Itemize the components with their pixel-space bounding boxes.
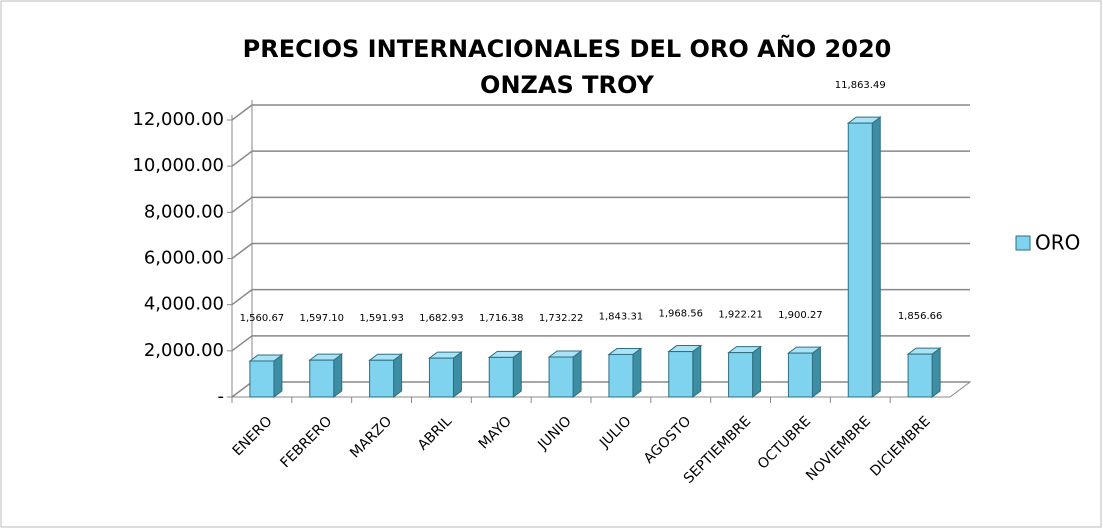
legend-label: ORO [1035, 231, 1080, 255]
bar [847, 122, 873, 398]
y-tick-label: 8,000.00 [144, 201, 224, 222]
y-tick-label: 10,000.00 [132, 155, 224, 176]
grid-line [231, 196, 970, 213]
grid-line [231, 288, 970, 306]
bar [728, 352, 754, 398]
bar [369, 359, 395, 398]
bar [787, 352, 813, 398]
bar-side [692, 344, 702, 398]
value-label: 1,968.56 [658, 309, 703, 320]
value-label: 1,732.22 [539, 313, 584, 324]
bar [907, 353, 933, 398]
bar [488, 356, 514, 398]
bar-side [393, 353, 403, 398]
value-label: 1,716.38 [479, 313, 524, 324]
grid-line [231, 104, 970, 121]
y-tick-label: 12,000.00 [132, 109, 224, 130]
y-tick-label: 6,000.00 [144, 248, 224, 269]
bar [548, 356, 574, 398]
value-label: 1,560.67 [240, 313, 285, 324]
bar-side [273, 353, 283, 398]
value-label: 1,591.93 [359, 313, 404, 324]
chart-title: PRECIOS INTERNACIONALES DEL ORO AÑO 2020 [243, 34, 892, 63]
value-label: 1,843.31 [599, 311, 644, 322]
bar [608, 353, 634, 398]
bar-side [632, 347, 642, 398]
bar-side [512, 350, 522, 398]
chart-subtitle: ONZAS TROY [480, 71, 655, 99]
bar-side [572, 350, 582, 398]
bar-side [452, 351, 462, 398]
bar [309, 359, 335, 398]
value-label: 1,856.66 [898, 311, 943, 322]
value-label: 1,922.21 [718, 310, 763, 321]
grid-line [231, 242, 970, 260]
grid-line [231, 335, 970, 352]
y-tick-label: 2,000.00 [144, 340, 224, 361]
bar-side [752, 345, 762, 398]
grid-line [231, 150, 970, 167]
bar-side [811, 346, 821, 398]
value-label: 1,682.93 [419, 313, 464, 324]
y-tick-label: - [218, 386, 225, 407]
bar [249, 360, 275, 398]
y-tick-label: 4,000.00 [144, 294, 224, 315]
legend-swatch [1015, 235, 1031, 251]
value-label: 1,900.27 [778, 310, 823, 321]
bar [668, 351, 694, 398]
value-label: 11,863.49 [835, 80, 886, 91]
bar-side [871, 116, 881, 398]
value-label: 1,597.10 [299, 313, 344, 324]
bar [428, 357, 454, 398]
bar-side [931, 347, 941, 398]
bar-side [333, 353, 343, 398]
